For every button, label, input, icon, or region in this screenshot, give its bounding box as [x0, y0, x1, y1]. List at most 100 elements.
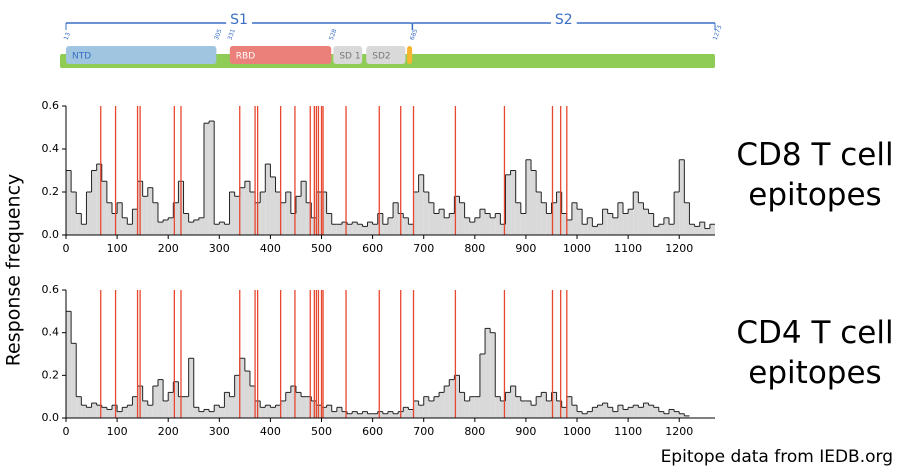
area-step	[357, 413, 363, 418]
area-step	[336, 407, 342, 418]
area-step	[132, 209, 138, 235]
area-step	[382, 413, 388, 418]
region-label: S2	[555, 12, 573, 28]
area-step	[147, 405, 153, 418]
area-step	[479, 354, 486, 418]
x-tick-label: 100	[107, 425, 128, 438]
y-tick-label: 0.0	[42, 411, 60, 424]
source-note: Epitope data from IEDB.org	[661, 447, 893, 467]
area-step	[515, 396, 521, 418]
area-step	[582, 413, 588, 418]
area-step	[183, 213, 189, 235]
x-tick-label: 1100	[614, 242, 642, 255]
area-step	[214, 405, 220, 418]
area-step	[188, 358, 194, 418]
area-step	[290, 386, 296, 418]
area-step	[132, 396, 138, 418]
area-step	[566, 219, 572, 235]
area-step	[658, 224, 664, 235]
area-step	[546, 400, 552, 418]
area-step	[341, 222, 348, 235]
area-step	[418, 174, 424, 235]
area-step	[326, 405, 332, 418]
area-step	[571, 405, 578, 418]
area-step	[76, 213, 82, 235]
boundary-label: 305	[213, 28, 224, 41]
area-step	[203, 409, 210, 418]
area-step	[525, 400, 532, 418]
area-step	[556, 192, 562, 235]
area-step	[101, 407, 107, 418]
area-step	[495, 213, 501, 235]
area-step	[367, 222, 373, 235]
area-step	[505, 174, 511, 235]
area-step	[152, 386, 158, 418]
area-step	[541, 202, 547, 235]
area-step	[86, 407, 92, 418]
area-step	[244, 181, 250, 235]
area-step	[188, 222, 194, 235]
area-step	[219, 407, 225, 418]
region-label-bg	[226, 14, 252, 28]
domain-label: SD 1	[339, 52, 360, 62]
area-step	[423, 192, 429, 235]
area-step	[602, 209, 608, 235]
area-step	[224, 224, 230, 235]
area-step	[275, 192, 281, 235]
area-step	[546, 213, 552, 235]
area-step	[91, 403, 97, 418]
x-tick-label: 1000	[563, 425, 591, 438]
area-step	[582, 224, 588, 235]
domain	[406, 46, 413, 64]
area-step	[209, 411, 215, 418]
area-step	[249, 386, 256, 418]
area-step	[551, 392, 557, 418]
area-step	[244, 371, 250, 418]
area-step	[628, 209, 634, 235]
area-step	[669, 409, 675, 418]
area-step	[617, 405, 624, 418]
area-step	[101, 181, 107, 235]
area-step	[541, 392, 547, 418]
area-step	[142, 400, 148, 418]
area-step	[653, 407, 659, 418]
chart-title: CD4 T cell epitopes	[736, 315, 894, 391]
area-step	[117, 202, 123, 235]
area-step	[377, 411, 383, 418]
area-step	[367, 413, 373, 418]
area-step	[500, 224, 506, 235]
area-step	[684, 202, 690, 235]
boundary-label: 1273	[712, 24, 724, 41]
region-label: S1	[230, 12, 248, 28]
x-tick-label: 300	[209, 242, 230, 255]
area-step	[239, 358, 245, 418]
area-step	[469, 222, 475, 235]
area-step	[444, 386, 450, 418]
area-step	[198, 217, 204, 235]
area-step	[331, 411, 337, 418]
area-step	[321, 192, 327, 235]
area-step	[260, 407, 266, 418]
area-step	[536, 192, 542, 235]
area-step	[111, 405, 118, 418]
x-tick-label: 1000	[563, 242, 591, 255]
area-step	[663, 217, 670, 235]
area-step	[469, 396, 475, 418]
x-tick-label: 1200	[665, 242, 693, 255]
area-step	[633, 405, 639, 418]
area-step	[377, 213, 383, 235]
area-step	[623, 213, 629, 235]
x-tick-label: 0	[63, 425, 70, 438]
area-step	[96, 405, 102, 418]
x-tick-label: 100	[107, 242, 128, 255]
area-step	[536, 396, 542, 418]
domain	[333, 46, 363, 64]
area-step	[561, 213, 567, 235]
x-tick-label: 300	[209, 425, 230, 438]
area-step	[602, 403, 608, 418]
area-step	[479, 209, 486, 235]
area-step	[689, 224, 695, 235]
x-tick-label: 200	[158, 242, 179, 255]
area-step	[285, 192, 291, 235]
area-step	[127, 224, 133, 235]
